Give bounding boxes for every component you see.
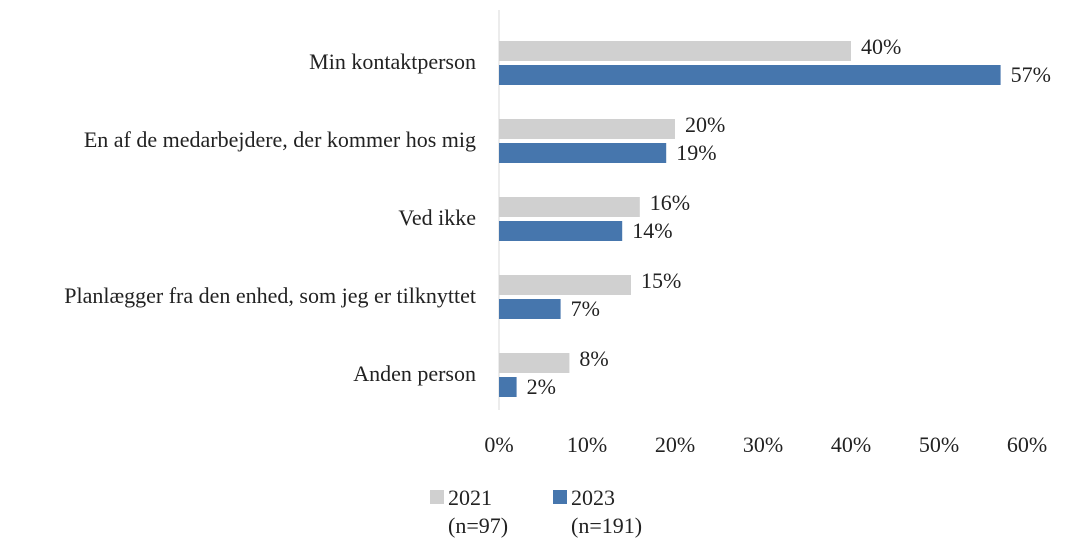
value-label: 20% (685, 112, 725, 137)
x-tick-label: 40% (831, 432, 871, 457)
legend-label: 2021 (n=97) (448, 485, 509, 538)
legend-swatch (553, 490, 567, 504)
x-tick-label: 0% (484, 432, 513, 457)
category-label: En af de medarbejdere, der kommer hos mi… (83, 127, 476, 152)
value-label: 15% (641, 268, 681, 293)
value-label: 8% (579, 346, 608, 371)
bar (499, 353, 570, 373)
x-tick-label: 60% (1007, 432, 1047, 457)
legend-swatch (430, 490, 444, 504)
bar (499, 299, 561, 319)
x-tick-label: 10% (567, 432, 607, 457)
value-label: 7% (571, 296, 600, 321)
bar (499, 275, 631, 295)
x-tick-label: 50% (919, 432, 959, 457)
category-label: Min kontaktperson (309, 49, 476, 74)
bar (499, 41, 851, 61)
bar (499, 65, 1001, 85)
value-label: 14% (632, 218, 672, 243)
bar (499, 377, 517, 397)
x-tick-label: 30% (743, 432, 783, 457)
value-label: 16% (650, 190, 690, 215)
category-label: Ved ikke (398, 205, 476, 230)
value-label: 57% (1011, 62, 1051, 87)
value-label: 2% (527, 374, 556, 399)
category-label: Planlægger fra den enhed, som jeg er til… (64, 283, 476, 308)
legend-label: 2023 (n=191) (571, 485, 643, 538)
bar (499, 197, 640, 217)
bar (499, 119, 675, 139)
value-label: 40% (861, 34, 901, 59)
bar (499, 143, 667, 163)
x-tick-label: 20% (655, 432, 695, 457)
bar (499, 221, 623, 241)
category-label: Anden person (353, 361, 476, 386)
value-label: 19% (676, 140, 716, 165)
